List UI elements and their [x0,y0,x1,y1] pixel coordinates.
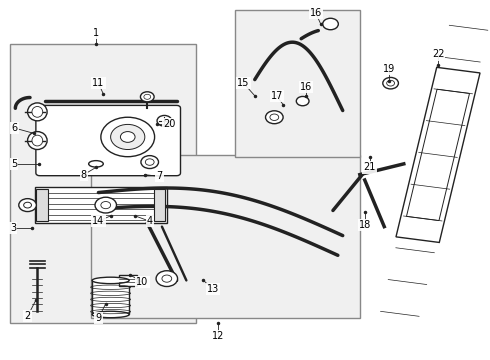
Text: 22: 22 [432,49,444,59]
Circle shape [141,156,159,168]
Ellipse shape [92,311,129,318]
Text: 2: 2 [24,311,31,321]
Ellipse shape [32,135,43,146]
Text: 17: 17 [270,91,283,101]
FancyBboxPatch shape [36,105,180,176]
Text: 19: 19 [383,64,395,74]
Ellipse shape [32,107,43,117]
Text: 7: 7 [156,171,163,181]
Circle shape [323,18,338,30]
Text: 20: 20 [163,120,175,129]
Text: 18: 18 [359,220,371,230]
Circle shape [296,96,309,106]
Text: 13: 13 [207,284,220,294]
Circle shape [141,92,154,102]
Text: 6: 6 [11,123,18,133]
Circle shape [101,117,155,157]
Circle shape [146,159,154,165]
Circle shape [162,275,172,282]
Bar [36,189,48,221]
Bar [235,10,360,157]
Bar [10,44,196,323]
Text: 14: 14 [92,216,104,226]
Text: 15: 15 [237,78,250,88]
Text: 1: 1 [93,28,99,38]
Ellipse shape [92,277,129,284]
Ellipse shape [89,161,103,167]
Text: 11: 11 [92,78,104,88]
Bar [154,189,165,221]
Circle shape [24,202,31,208]
Circle shape [387,80,394,86]
Polygon shape [91,155,360,318]
Circle shape [157,116,171,126]
Circle shape [383,77,398,89]
Polygon shape [396,67,480,242]
Circle shape [144,94,151,99]
Circle shape [266,111,283,124]
Text: 8: 8 [81,170,87,180]
Text: 5: 5 [11,159,17,169]
Text: 3: 3 [10,224,16,233]
Circle shape [121,132,135,142]
Text: 4: 4 [147,216,153,226]
Circle shape [95,197,117,213]
Text: 16: 16 [310,8,322,18]
Ellipse shape [27,132,47,149]
Circle shape [270,114,279,121]
Circle shape [111,125,145,149]
Circle shape [101,202,111,209]
Text: 9: 9 [96,313,101,323]
Bar [35,187,167,223]
Circle shape [19,199,36,212]
Text: 10: 10 [136,277,148,287]
Text: 21: 21 [364,162,376,172]
Circle shape [156,271,177,287]
Ellipse shape [27,103,47,121]
Bar [119,275,137,286]
Text: 12: 12 [212,331,224,341]
Text: 16: 16 [300,82,312,92]
Bar [92,280,129,315]
